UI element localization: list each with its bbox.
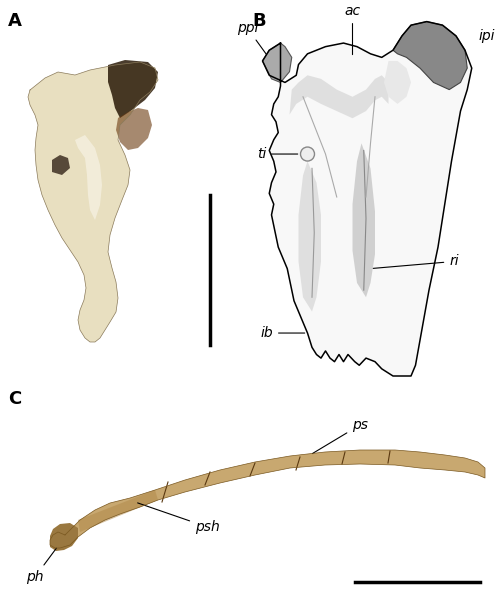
Text: ib: ib [260, 326, 305, 340]
Polygon shape [75, 135, 102, 220]
Text: ipi: ipi [479, 29, 495, 43]
Polygon shape [262, 22, 472, 376]
Polygon shape [262, 43, 292, 82]
Polygon shape [116, 108, 152, 150]
Text: ac: ac [345, 4, 360, 55]
Polygon shape [78, 490, 158, 532]
Polygon shape [298, 161, 321, 311]
Polygon shape [52, 155, 70, 175]
Polygon shape [393, 22, 467, 89]
Text: B: B [252, 12, 266, 30]
Text: psh: psh [138, 503, 220, 534]
Polygon shape [352, 143, 375, 297]
Circle shape [300, 147, 314, 161]
Polygon shape [28, 62, 158, 342]
Text: A: A [8, 12, 22, 30]
Text: C: C [8, 390, 21, 408]
Polygon shape [50, 450, 485, 548]
Polygon shape [108, 60, 158, 118]
Text: ti: ti [256, 147, 297, 161]
Text: ps: ps [312, 418, 368, 454]
Text: ri: ri [373, 254, 459, 268]
Text: ppi: ppi [237, 21, 272, 62]
Polygon shape [50, 523, 78, 551]
Polygon shape [384, 61, 411, 104]
Text: ph: ph [26, 548, 56, 584]
Polygon shape [290, 75, 389, 118]
